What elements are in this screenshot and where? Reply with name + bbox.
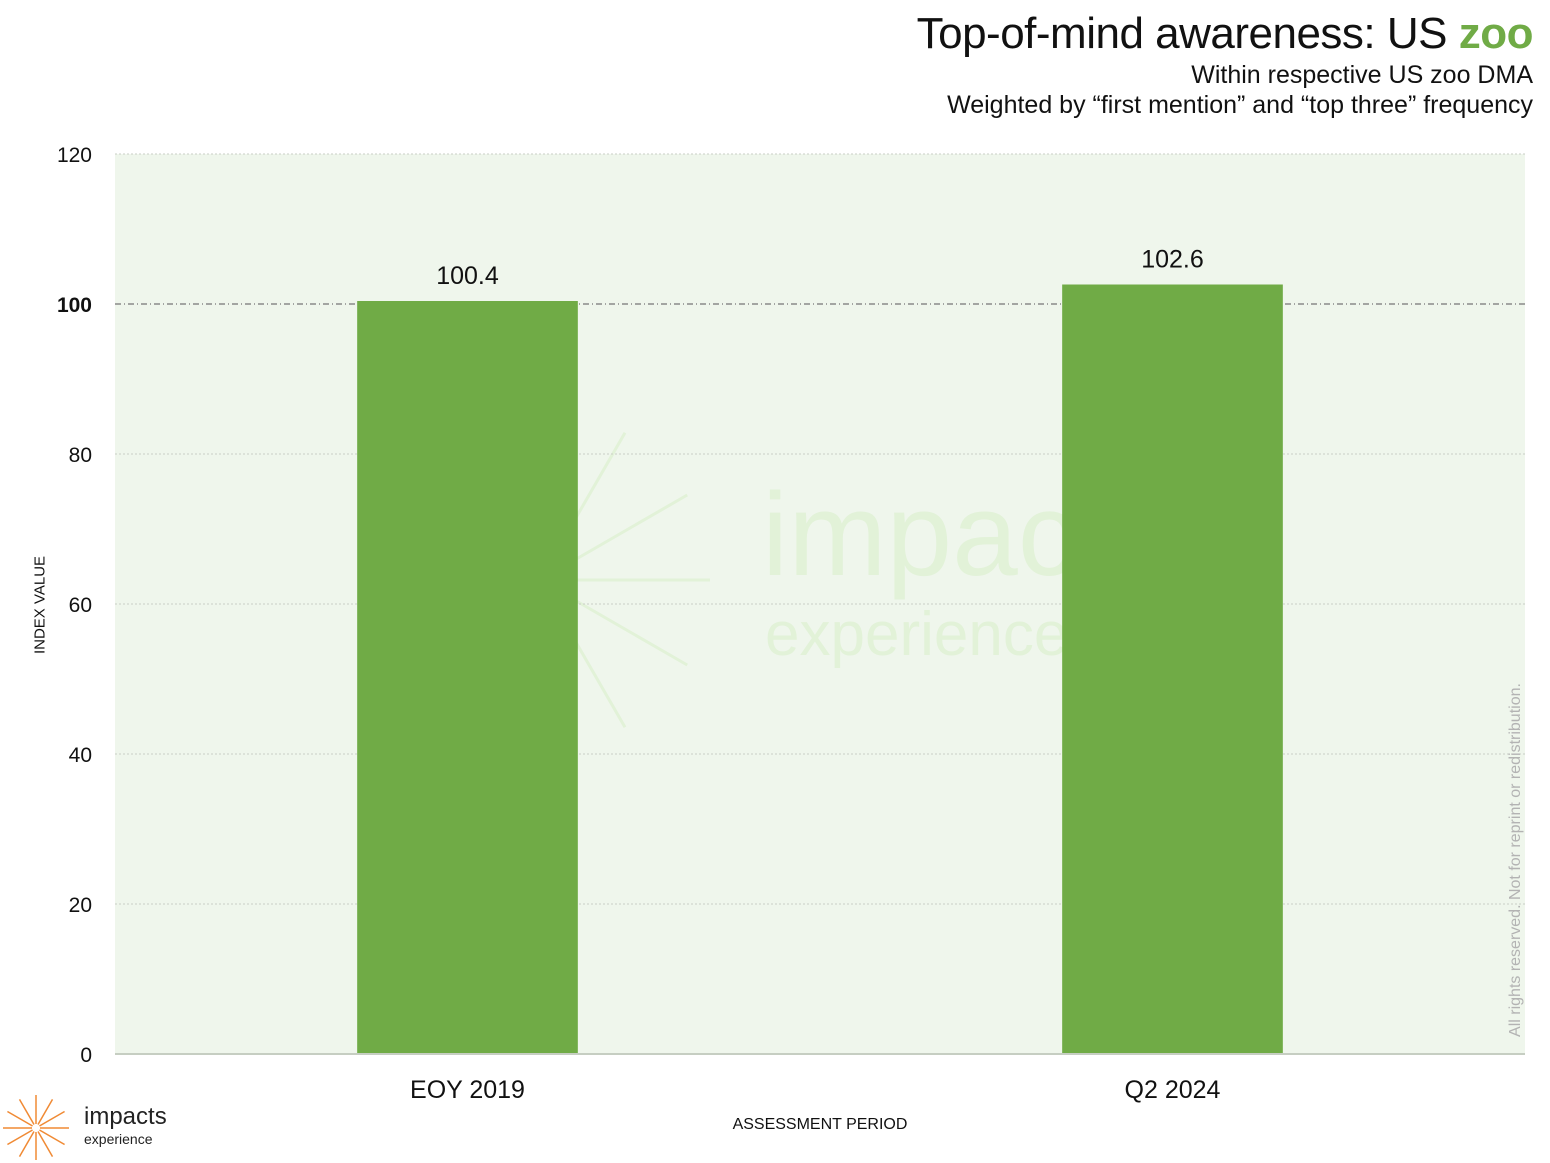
chart-title-main: Top-of-mind awareness: US	[916, 9, 1448, 58]
y-tick-label: 100	[57, 294, 92, 317]
x-tick-labels: EOY 2019 Q2 2024	[410, 1076, 1220, 1104]
chart-title-block: Top-of-mind awareness: US zoo Within res…	[916, 8, 1534, 120]
bars	[357, 284, 1283, 1054]
logo-ray	[37, 1131, 54, 1157]
y-axis-title: INDEX VALUE	[31, 555, 49, 655]
logo-ray	[37, 1099, 54, 1125]
logo-ray	[39, 1129, 65, 1146]
y-tick-label: 40	[69, 744, 92, 767]
x-tick-label: EOY 2019	[410, 1076, 525, 1104]
logo-ray	[7, 1110, 33, 1127]
gridlines	[115, 153, 1525, 905]
y-tick-label: 0	[80, 1044, 92, 1067]
x-axis-title: ASSESSMENT PERIOD	[732, 1116, 908, 1133]
bar	[1062, 284, 1283, 1054]
y-tick-label: 20	[69, 894, 92, 917]
bar	[357, 301, 578, 1054]
logo-ray	[7, 1129, 33, 1146]
y-tick-label: 60	[69, 594, 92, 617]
y-tick-label: 120	[57, 144, 92, 167]
logo-ray	[18, 1099, 35, 1125]
chart-subtitle-2: Weighted by “first mention” and “top thr…	[947, 91, 1533, 119]
logo-ray	[39, 1110, 65, 1127]
x-tick-label: Q2 2024	[1125, 1076, 1221, 1104]
data-labels: 100.4 102.6	[436, 246, 1204, 291]
logo-name: impacts	[84, 1103, 167, 1130]
data-label: 100.4	[436, 262, 499, 290]
logo-subtitle: experience	[84, 1131, 153, 1147]
chart-title-accent: zoo	[1458, 9, 1534, 58]
rights-notice: All rights reserved. Not for reprint or …	[1507, 683, 1524, 1037]
y-tick-label: 80	[69, 444, 92, 467]
sunburst-icon	[3, 1095, 69, 1160]
data-label: 102.6	[1141, 246, 1204, 274]
y-tick-labels: 0 20 40 60 80 100 120	[57, 144, 92, 1067]
logo-ray	[18, 1131, 35, 1157]
company-logo: impacts experience	[0, 1090, 200, 1160]
watermark-line2: experience	[765, 600, 1068, 669]
chart-title: Top-of-mind awareness: US zoo	[916, 8, 1534, 60]
chart-subtitle-1: Within respective US zoo DMA	[1191, 61, 1533, 89]
